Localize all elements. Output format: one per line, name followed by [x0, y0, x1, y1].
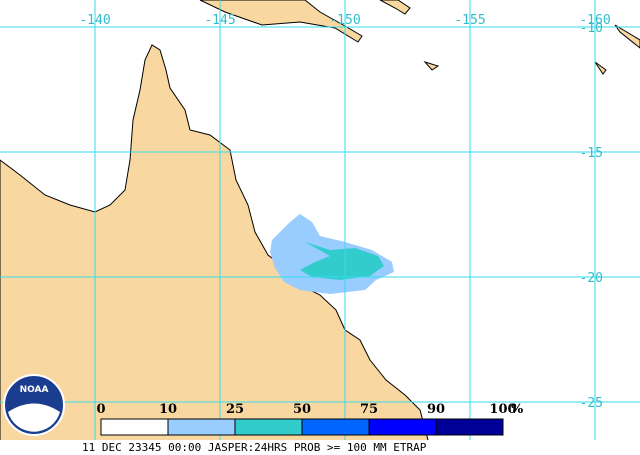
- island: [379, 0, 411, 15]
- legend-swatch: [100, 418, 169, 436]
- lat-label: -20: [580, 271, 603, 286]
- legend-unit: %: [511, 402, 524, 417]
- logo-wave: [8, 403, 60, 432]
- lon-label: -145: [204, 13, 235, 28]
- legend-swatch: [167, 418, 236, 436]
- legend-swatch: [234, 418, 303, 436]
- legend-tick: 75: [360, 402, 378, 417]
- legend-swatch: [301, 418, 370, 436]
- noaa-logo: NOAA: [3, 374, 65, 436]
- legend-tick: 100: [489, 402, 516, 417]
- legend-tick: 0: [96, 402, 105, 417]
- legend-tick: 10: [159, 402, 177, 417]
- lon-label: -155: [454, 13, 485, 28]
- lat-label: -10: [580, 21, 603, 36]
- legend-swatch: [368, 418, 437, 436]
- logo-text: NOAA: [20, 385, 49, 395]
- island: [614, 24, 640, 49]
- land-png: [199, 0, 363, 43]
- graticule: -140 -145 -150 -155 -160-10 -15 -20 -25: [0, 0, 640, 440]
- footer-text: 11 DEC 23345 00:00 JASPER:24HRS PROB >= …: [82, 441, 427, 454]
- lon-label: -160: [579, 13, 610, 28]
- island: [594, 61, 607, 75]
- land-australia: [0, 44, 431, 455]
- lon-label: -150: [329, 13, 360, 28]
- footer-bar: [0, 440, 640, 455]
- legend-tick: 50: [293, 402, 311, 417]
- rain-prob-25: [300, 242, 384, 280]
- lat-label: -25: [580, 396, 603, 411]
- lat-label: -15: [580, 146, 603, 161]
- legend-tick: 25: [226, 402, 244, 417]
- island: [423, 61, 440, 71]
- legend-swatch: [435, 418, 504, 436]
- legend-tick: 90: [427, 402, 445, 417]
- lon-label: -140: [79, 13, 110, 28]
